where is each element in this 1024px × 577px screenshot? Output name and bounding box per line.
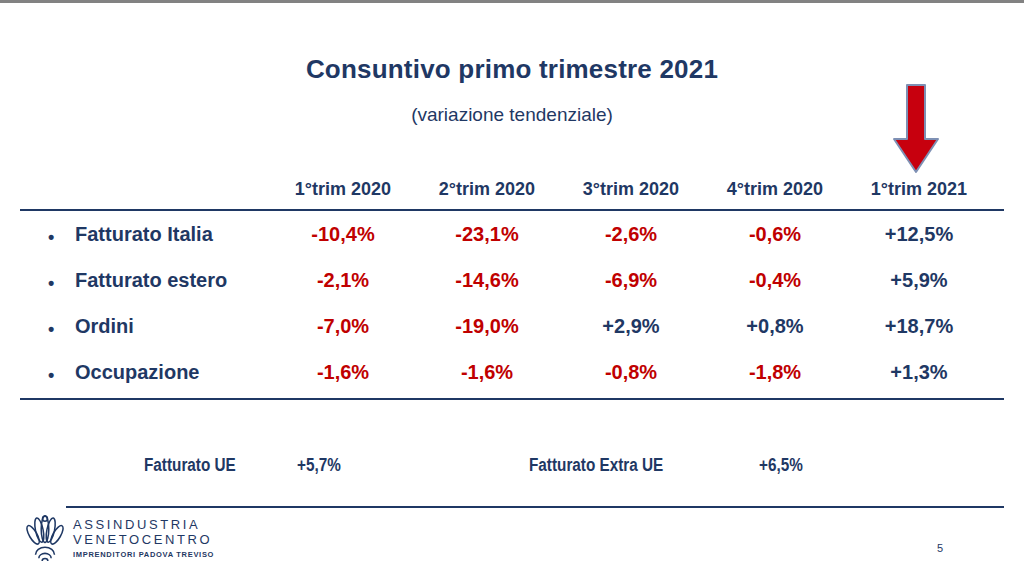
logo-name-line2: VENETOCENTRO [73, 532, 214, 547]
cell-value: -10,4% [271, 223, 415, 246]
fatturato-extra-ue-label: Fatturato Extra UE [529, 455, 663, 476]
divider-bottom [20, 398, 1004, 400]
column-header: 1°trim 2021 [847, 179, 991, 200]
row-label-text: Ordini [75, 315, 134, 337]
column-header: 3°trim 2020 [559, 179, 703, 200]
fatturato-extra-ue-value: +6,5% [759, 455, 803, 476]
row-label-text: Fatturato estero [75, 269, 227, 291]
cell-value: +0,8% [703, 315, 847, 338]
cell-value: -0,4% [703, 269, 847, 292]
column-header: 2°trim 2020 [415, 179, 559, 200]
cell-value: -14,6% [415, 269, 559, 292]
cell-value: -1,8% [703, 361, 847, 384]
slide: { "slide": { "title": "Consuntivo primo … [0, 0, 1024, 577]
page-number: 5 [937, 542, 943, 554]
logo-name-line1: ASSINDUSTRIA [73, 517, 214, 532]
cell-value: +1,3% [847, 361, 991, 384]
page-title: Consuntivo primo trimestre 2021 [0, 54, 1024, 85]
cell-value: -2,6% [559, 223, 703, 246]
row-label: • Occupazione [22, 361, 271, 384]
bullet-icon: • [48, 315, 54, 343]
row-label: • Ordini [22, 315, 271, 338]
cell-value: -1,6% [271, 361, 415, 384]
row-label: • Fatturato Italia [22, 223, 271, 246]
cell-value: +12,5% [847, 223, 991, 246]
bullet-icon: • [48, 269, 54, 297]
window-top-edge [0, 0, 1024, 3]
table-row: • Ordini -7,0% -19,0% +2,9% +0,8% +18,7% [22, 312, 991, 340]
footer-divider [66, 506, 1004, 508]
assindustria-logo: ASSINDUSTRIA VENETOCENTRO IMPRENDITORI P… [26, 513, 214, 574]
row-label-text: Occupazione [75, 361, 199, 383]
logo-tagline: IMPRENDITORI PADOVA TREVISO [73, 550, 214, 559]
table-row: • Fatturato Italia -10,4% -23,1% -2,6% -… [22, 220, 991, 248]
row-label: • Fatturato estero [22, 269, 271, 292]
table-header-row: 1°trim 2020 2°trim 2020 3°trim 2020 4°tr… [271, 179, 991, 200]
cell-value: -6,9% [559, 269, 703, 292]
down-arrow-icon [892, 84, 940, 174]
table-row: • Fatturato estero -2,1% -14,6% -6,9% -0… [22, 266, 991, 294]
fatturato-ue-value: +5,7% [297, 455, 341, 476]
column-header: 1°trim 2020 [271, 179, 415, 200]
cell-value: +5,9% [847, 269, 991, 292]
cell-value: -19,0% [415, 315, 559, 338]
eagle-icon [26, 513, 64, 574]
cell-value: -1,6% [415, 361, 559, 384]
cell-value: -0,6% [703, 223, 847, 246]
cell-value: -0,8% [559, 361, 703, 384]
cell-value: -2,1% [271, 269, 415, 292]
table-row: • Occupazione -1,6% -1,6% -0,8% -1,8% +1… [22, 358, 991, 386]
fatturato-ue-label: Fatturato UE [144, 455, 236, 476]
bullet-icon: • [48, 361, 54, 389]
logo-text: ASSINDUSTRIA VENETOCENTRO IMPRENDITORI P… [73, 517, 214, 559]
cell-value: +2,9% [559, 315, 703, 338]
page-subtitle: (variazione tendenziale) [0, 104, 1024, 126]
cell-value: +18,7% [847, 315, 991, 338]
row-label-text: Fatturato Italia [75, 223, 213, 245]
column-header: 4°trim 2020 [703, 179, 847, 200]
cell-value: -23,1% [415, 223, 559, 246]
divider-top [20, 209, 1004, 211]
cell-value: -7,0% [271, 315, 415, 338]
bullet-icon: • [48, 223, 54, 251]
